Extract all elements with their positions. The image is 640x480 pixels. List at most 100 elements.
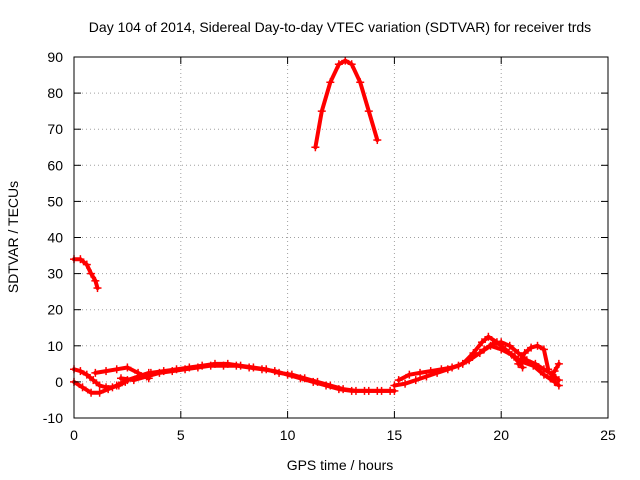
data-point — [411, 376, 420, 385]
y-tick-label: 80 — [47, 85, 63, 101]
data-point — [334, 60, 343, 69]
data-point — [437, 365, 446, 374]
y-tick-label: 20 — [47, 302, 63, 318]
data-point — [326, 381, 335, 390]
data-point — [531, 359, 540, 368]
data-point — [416, 368, 425, 377]
data-point — [95, 381, 104, 390]
grid-layer — [74, 57, 608, 418]
data-point — [82, 260, 91, 269]
y-tick-label: 90 — [47, 49, 63, 65]
tick-layer: 0 5 10 15 20 25 -10 0 10 20 30 40 50 60 70 80 90 — [43, 49, 616, 443]
data-point — [550, 367, 559, 376]
data-point — [146, 368, 155, 377]
data-point — [341, 56, 350, 65]
data-point — [401, 379, 410, 388]
data-point — [112, 365, 121, 374]
data-point — [249, 363, 258, 372]
data-point — [104, 385, 113, 394]
data-point — [514, 359, 523, 368]
x-axis-label: GPS time / hours — [287, 457, 394, 473]
data-point — [390, 381, 399, 390]
y-tick-label: -10 — [43, 410, 63, 426]
data-point — [275, 368, 284, 377]
data-point — [91, 276, 100, 285]
data-point — [210, 359, 219, 368]
data-point — [539, 345, 548, 354]
data-point — [116, 374, 125, 383]
data-point — [510, 352, 519, 361]
data-point — [546, 374, 555, 383]
data-point — [317, 107, 326, 116]
data-point — [405, 370, 414, 379]
x-tick-label: 10 — [280, 427, 296, 443]
data-point — [356, 78, 365, 87]
data-point — [339, 385, 348, 394]
data-point — [95, 388, 104, 397]
data-point — [76, 255, 85, 264]
y-tick-label: 40 — [47, 230, 63, 246]
data-point — [102, 367, 111, 376]
data-point — [458, 359, 467, 368]
data-point — [313, 377, 322, 386]
data-point — [520, 349, 529, 358]
data-point — [501, 345, 510, 354]
data-point — [287, 370, 296, 379]
data-point — [129, 376, 138, 385]
data-point — [394, 376, 403, 385]
data-point — [82, 370, 91, 379]
data-point — [533, 341, 542, 350]
y-tick-label: 30 — [47, 266, 63, 282]
data-point — [469, 349, 478, 358]
data-point — [76, 367, 85, 376]
data-point — [236, 361, 245, 370]
data-point — [364, 107, 373, 116]
data-point — [326, 78, 335, 87]
chart-title: Day 104 of 2014, Sidereal Day-to-day VTE… — [89, 19, 591, 35]
data-point — [505, 341, 514, 350]
data-point — [544, 365, 553, 374]
y-tick-label: 0 — [55, 374, 63, 390]
data-point — [527, 343, 536, 352]
data-point — [377, 386, 386, 395]
data-point — [347, 60, 356, 69]
data-point — [185, 363, 194, 372]
data-point — [93, 284, 102, 293]
y-tick-label: 50 — [47, 193, 63, 209]
data-point — [311, 143, 320, 152]
data-point — [448, 363, 457, 372]
data-point — [91, 368, 100, 377]
x-tick-label: 15 — [387, 427, 403, 443]
data-point — [550, 377, 559, 386]
data-point — [554, 359, 563, 368]
x-tick-label: 20 — [493, 427, 509, 443]
data-point — [123, 363, 132, 372]
data-point — [172, 365, 181, 374]
data-point — [426, 367, 435, 376]
y-tick-label: 70 — [47, 121, 63, 137]
data-point — [518, 363, 527, 372]
y-axis-label: SDTVAR / TECUs — [5, 181, 21, 293]
data-point — [112, 381, 121, 390]
data-point — [87, 269, 96, 278]
data-point — [198, 361, 207, 370]
data-point — [159, 367, 168, 376]
data-point — [497, 338, 506, 347]
y-tick-label: 10 — [47, 338, 63, 354]
series-layer — [70, 56, 563, 397]
data-point — [134, 372, 143, 381]
data-point — [554, 376, 563, 385]
x-tick-label: 0 — [70, 427, 78, 443]
data-point — [300, 374, 309, 383]
y-tick-label: 60 — [47, 157, 63, 173]
x-tick-label: 5 — [177, 427, 185, 443]
data-point — [488, 339, 497, 348]
data-point — [480, 345, 489, 354]
data-point — [477, 338, 486, 347]
data-point — [522, 356, 531, 365]
data-point — [351, 386, 360, 395]
data-point — [262, 365, 271, 374]
data-point — [78, 383, 87, 392]
